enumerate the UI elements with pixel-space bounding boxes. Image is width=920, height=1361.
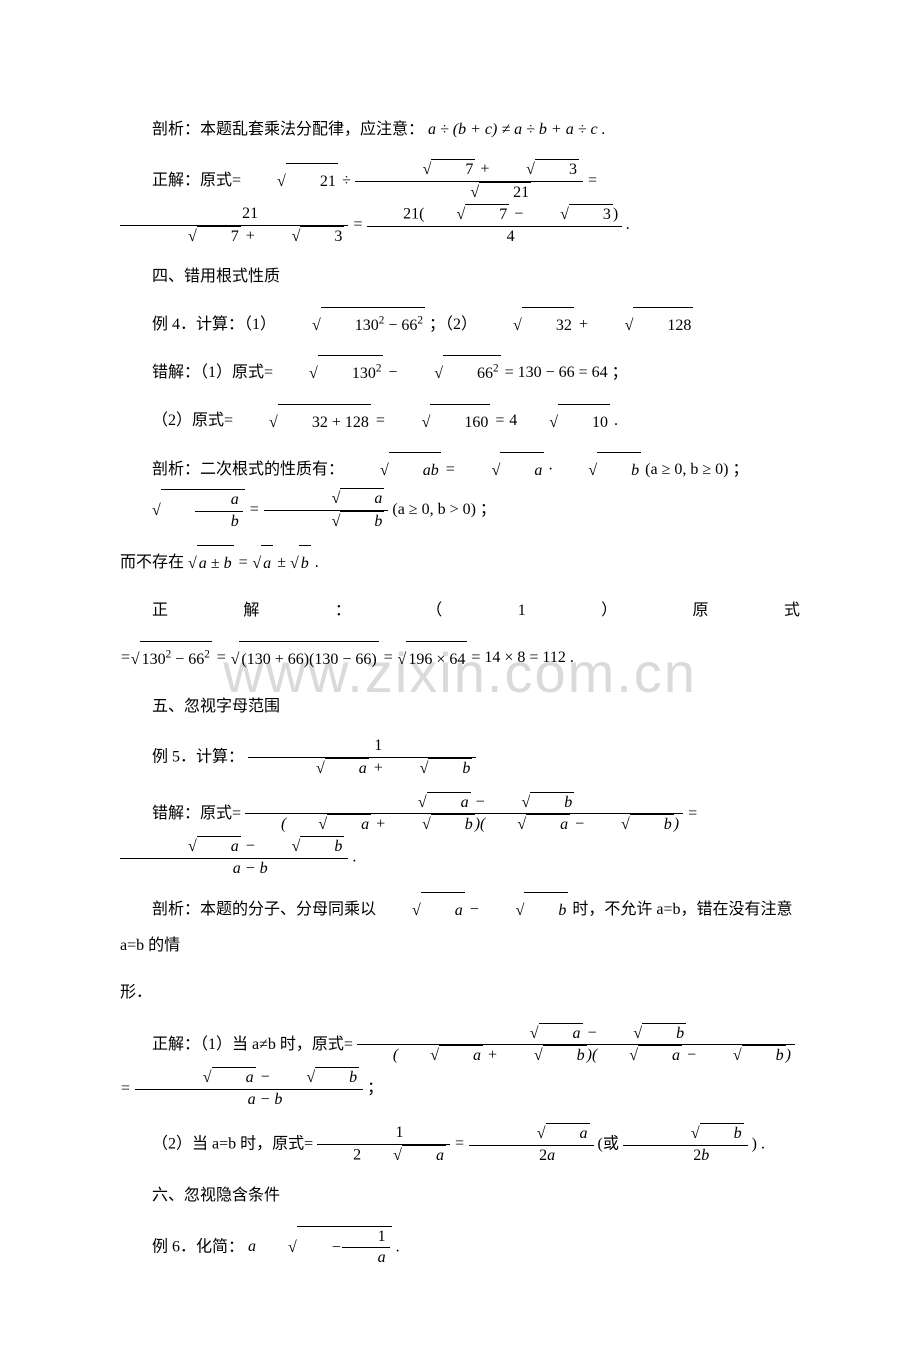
formula-ex6: a−1a	[248, 1238, 396, 1255]
analysis-5a: 剖析：本题的分子、分母同乘以 a − b 时，不允许 a=b，错在没有注意 a=…	[120, 892, 800, 964]
heading-6: 六、忽视隐含条件	[120, 1178, 800, 1213]
heading-5: 五、忽视字母范围	[120, 689, 800, 724]
solution-3: 正解：原式= 21 ÷ 7 + 3 21 = 21 7 + 3 = 21(7 −…	[120, 159, 800, 247]
text-analysis3: 剖析：本题乱套乘法分配律，应注意：	[152, 121, 424, 138]
formula-ex5: 1 a + b	[248, 749, 476, 766]
formula-distributive: a ÷ (b + c) ≠ a ÷ b + a ÷ c .	[428, 121, 606, 138]
formula-wrong4-1: 1302 − 662 = 130 − 66 = 64 ；	[277, 364, 628, 381]
wrong-4-2: （2）原式= 32 + 128 = 160 = 410 .	[120, 403, 800, 439]
solution-4-formula: =1302 − 662 = (130 + 66)(130 − 66) = 196…	[120, 640, 800, 676]
formula-sol5-2: 1 2a = a 2a	[317, 1135, 597, 1152]
solution-5-1: 正解：（1）当 a≠b 时，原式= a − b (a + b)(a − b) =…	[120, 1023, 800, 1111]
heading-4: 四、错用根式性质	[120, 259, 800, 294]
analysis-4: 剖析：二次根式的性质有： ab = a · b (a ≥ 0, b ≥ 0) ；…	[120, 452, 800, 533]
wrong-4-1: 错解：（1）原式= 1302 − 662 = 130 − 66 = 64 ；	[120, 355, 800, 391]
text-correct3: 正解：原式=	[152, 172, 241, 189]
solution-4-label: 正 解 ： （ 1 ） 原 式	[120, 593, 800, 628]
formula-prop2: ab = ab (a ≥ 0, b > 0) ；	[120, 501, 496, 518]
formula-prop1: ab = a · b (a ≥ 0, b ≥ 0) ；	[348, 461, 748, 478]
analysis-5b: 形．	[120, 975, 800, 1010]
example-4: 例 4．计算：（1） 1302 − 662 ；（2） 32 + 128	[120, 307, 800, 343]
analysis-4b: 而不存在 a ± b = a ± b .	[120, 545, 800, 581]
document-body: 剖析：本题乱套乘法分配律，应注意： a ÷ (b + c) ≠ a ÷ b + …	[0, 0, 920, 1361]
analysis-3: 剖析：本题乱套乘法分配律，应注意： a ÷ (b + c) ≠ a ÷ b + …	[120, 112, 800, 147]
formula-ex4-1: 1302 − 662	[280, 316, 429, 333]
formula-sqrta-sqrtb: a − b	[380, 901, 572, 918]
example-5: 例 5．计算： 1 a + b	[120, 736, 800, 780]
formula-sol4: =1302 − 662 = (130 + 66)(130 − 66) = 196…	[120, 649, 574, 666]
solution-5-2: （2）当 a=b 时，原式= 1 2a = a 2a (或 b 2b ) .	[120, 1123, 800, 1167]
example-6: 例 6．化简： a−1a .	[120, 1226, 800, 1270]
formula-wrong4-2: 32 + 128 = 160 = 410	[237, 412, 614, 429]
wrong-5: 错解：原式= a − b (a + b)(a − b) = a − b a − …	[120, 792, 800, 880]
formula-noexist: a ± b = a ± b	[188, 554, 315, 571]
formula-ex4-2: 32 + 128	[481, 316, 693, 333]
